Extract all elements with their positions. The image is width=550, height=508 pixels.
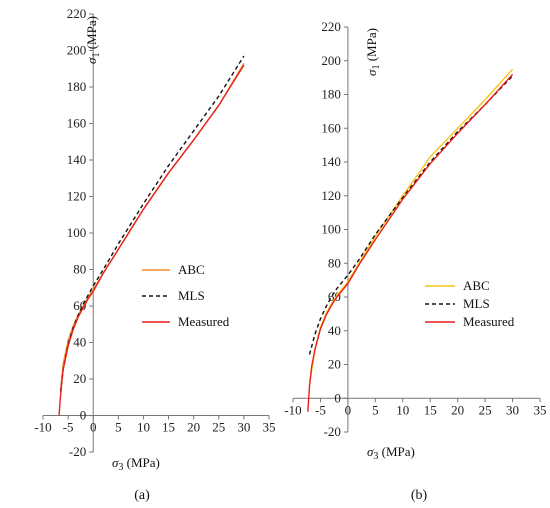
x-tick-label: 20 <box>187 420 200 435</box>
y-axis-label-symbol: σ <box>84 57 99 64</box>
y-tick-label: 180 <box>321 87 341 102</box>
x-tick-label: 30 <box>237 420 250 435</box>
y-tick-label: 120 <box>67 189 87 204</box>
y-tick-label: -20 <box>324 424 341 439</box>
y-tick-label: 20 <box>73 371 86 386</box>
legend-label-measured: Measured <box>178 314 230 329</box>
panel-label: (a) <box>134 488 150 503</box>
x-tick-label: 30 <box>506 402 519 417</box>
panel-label: (b) <box>411 488 428 503</box>
legend: ABC MLS Measured <box>425 278 515 329</box>
x-tick-label: 0 <box>90 420 97 435</box>
x-axis-label: σ3 (MPa) <box>367 444 415 462</box>
x-axis-label-sub: 3 <box>118 462 123 473</box>
x-tick-label: 10 <box>396 402 409 417</box>
x-tick-label: 20 <box>451 402 464 417</box>
y-tick-label: 100 <box>321 222 341 237</box>
x-tick-label: 5 <box>372 402 379 417</box>
y-axis-label-unit: (MPa) <box>84 16 99 52</box>
x-tick-label: 10 <box>137 420 150 435</box>
x-axis-label-symbol: σ <box>367 444 374 459</box>
x-axis-label-symbol: σ <box>112 455 119 470</box>
x-axis-label-sub: 3 <box>373 451 378 462</box>
legend-label-mls: MLS <box>463 296 490 311</box>
x-tick-label: 15 <box>162 420 175 435</box>
y-tick-label: 200 <box>67 43 87 58</box>
y-tick-label: 80 <box>328 255 341 270</box>
series-line-abc <box>59 62 245 390</box>
x-tick-label: 35 <box>263 420 276 435</box>
y-tick-label: 220 <box>321 19 341 34</box>
x-axis-label: σ3 (MPa) <box>112 455 160 473</box>
y-tick-label: 40 <box>328 323 341 338</box>
y-tick-label: 140 <box>321 154 341 169</box>
y-tick-label: 180 <box>67 79 87 94</box>
y-tick-label: 160 <box>67 116 87 131</box>
y-tick-label: 0 <box>80 408 87 423</box>
x-tick-label: 25 <box>479 402 492 417</box>
x-tick-label: -10 <box>284 402 301 417</box>
x-tick-label: -10 <box>34 420 51 435</box>
series-line-measured <box>58 64 245 416</box>
y-axis-label-unit: (MPa) <box>364 28 379 64</box>
x-tick-label: 35 <box>534 402 547 417</box>
y-tick-label: 120 <box>321 188 341 203</box>
y-tick-label: 80 <box>73 262 86 277</box>
x-tick-label: 25 <box>212 420 225 435</box>
legend-label-abc: ABC <box>463 278 490 293</box>
x-tick-label: -5 <box>315 402 326 417</box>
y-axis-label-sub: 1 <box>91 53 102 58</box>
x-tick-label: 15 <box>424 402 437 417</box>
y-tick-label: 100 <box>67 225 87 240</box>
chart-panel-b: -10 -5 0 5 10 15 20 25 30 35 -20 0 20 40 60 80 100 120 140… <box>284 19 546 503</box>
legend: ABC MLS Measured <box>142 262 230 329</box>
y-tick-label: 160 <box>321 120 341 135</box>
y-tick-label: 40 <box>73 335 86 350</box>
legend-label-abc: ABC <box>178 262 205 277</box>
y-tick-label: 200 <box>321 53 341 68</box>
y-axis-label: σ1 (MPa) <box>84 16 102 64</box>
x-tick-label: 0 <box>345 402 352 417</box>
y-tick-label: 140 <box>67 152 87 167</box>
legend-label-mls: MLS <box>178 288 205 303</box>
series-line-mls <box>308 75 514 355</box>
y-axis-label-symbol: σ <box>364 69 379 76</box>
series-line-mls <box>59 55 245 392</box>
y-tick-label: 0 <box>334 390 341 405</box>
y-tick-label: -20 <box>69 444 86 459</box>
chart-panel-a: -10 -5 0 5 10 15 20 25 30 35-20020406080100120140… <box>34 6 275 503</box>
x-tick-label: 5 <box>115 420 122 435</box>
x-axis-label-unit: (MPa) <box>378 444 414 459</box>
series-line-measured <box>307 73 514 412</box>
y-tick-label: 220 <box>67 6 87 21</box>
y-tick-label: 20 <box>328 357 341 372</box>
x-tick-label: -5 <box>63 420 74 435</box>
legend-label-measured: Measured <box>463 314 515 329</box>
x-axis-label-unit: (MPa) <box>123 455 159 470</box>
y-axis-label-sub: 1 <box>371 65 382 70</box>
y-axis-label: σ1 (MPa) <box>364 28 382 76</box>
y-tick-label: 60 <box>328 289 341 304</box>
